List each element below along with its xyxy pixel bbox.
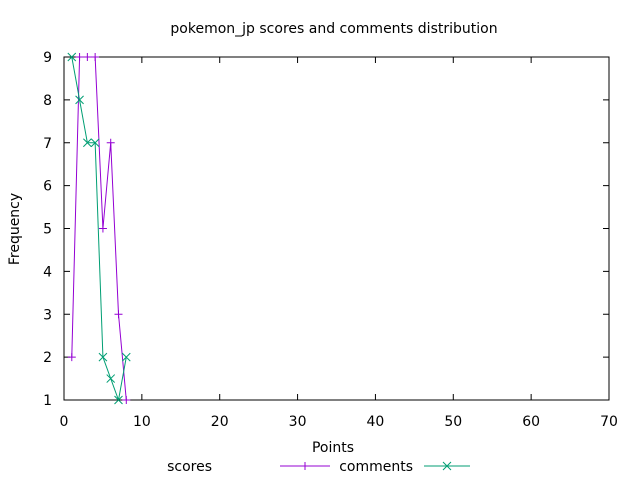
x-tick-label: 60 [522,414,540,430]
series-scores [67,53,131,404]
legend-label-scores: scores [167,459,212,475]
chart-title: pokemon_jp scores and comments distribut… [170,21,497,37]
scores-point [114,310,123,319]
scores-point [98,224,107,233]
x-tick-label: 40 [367,414,385,430]
comments-line [71,57,127,400]
comments-point [114,395,123,405]
x-tick-label: 20 [211,414,229,430]
scores-point [106,138,115,147]
comments-point [106,374,116,383]
legend-marker-scores [301,462,309,470]
series-comments [67,52,131,405]
scores-point [83,53,92,61]
y-axis: 1 2 3 4 5 6 7 8 9 [43,50,609,409]
x-tick-label: 70 [600,414,618,430]
comments-point [121,352,131,362]
comments-point [83,138,92,148]
y-tick-label: 5 [43,222,52,238]
y-tick-label: 2 [43,350,52,366]
scores-line [71,57,127,400]
legend-label-comments: comments [339,459,413,475]
legend-marker-comments [442,461,452,471]
y-tick-label: 8 [43,93,52,109]
scores-point [122,396,131,404]
x-tick-label: 10 [133,414,151,430]
y-tick-label: 1 [43,393,52,409]
comments-point [98,352,108,362]
comments-point [67,52,77,62]
x-tick-label: 50 [444,414,462,430]
scores-point [91,53,100,61]
scores-point [75,53,84,61]
y-tick-label: 6 [43,179,52,195]
comments-point [90,138,100,148]
scores-point [67,353,76,362]
x-tick-label: 0 [60,414,69,430]
y-tick-label: 3 [43,307,52,323]
series-group [67,52,131,405]
x-axis: 0 10 20 30 40 50 60 70 [60,57,618,430]
y-tick-label: 7 [43,136,52,152]
x-tick-label: 30 [289,414,307,430]
y-axis-label: Frequency [7,193,23,265]
legend: scores comments [167,459,470,475]
y-tick-label: 9 [43,50,52,66]
x-axis-label: Points [312,440,354,456]
y-tick-label: 4 [43,264,52,280]
plot-frame [63,56,610,401]
comments-point [75,95,84,105]
